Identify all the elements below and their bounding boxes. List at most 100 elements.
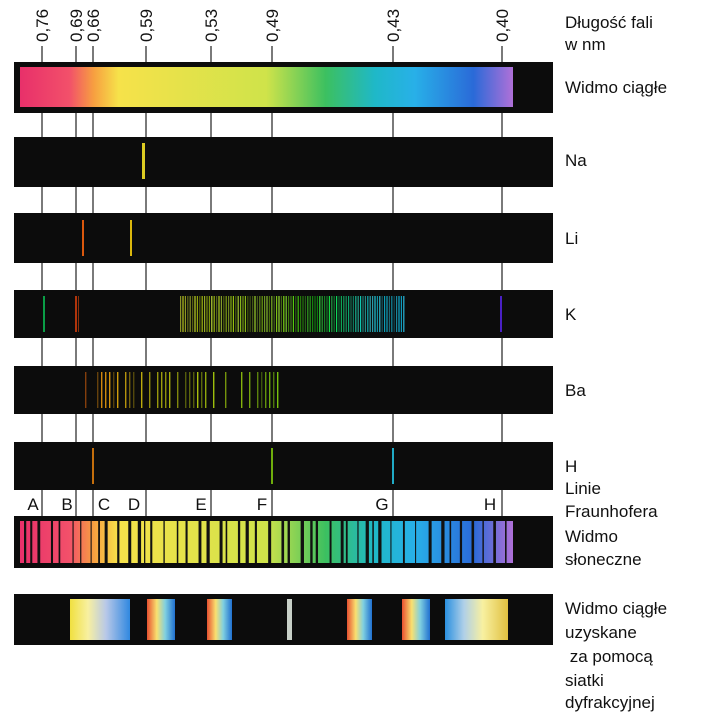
absorption-line xyxy=(163,521,165,563)
absorption-line xyxy=(50,521,54,563)
spectral-line xyxy=(362,296,364,332)
spectral-line xyxy=(92,448,94,484)
spectral-line xyxy=(277,372,279,408)
diffraction-order xyxy=(287,599,292,640)
spectral-line xyxy=(204,296,206,332)
spectral-line xyxy=(220,296,222,332)
spectral-line xyxy=(350,296,352,332)
absorption-line xyxy=(415,521,417,563)
spectral-line xyxy=(376,296,378,332)
spectral-line xyxy=(290,296,292,332)
spectral-line xyxy=(196,296,198,332)
spectral-line xyxy=(324,296,326,332)
spectral-line xyxy=(321,296,323,332)
absorption-line xyxy=(390,521,392,563)
spectral-line xyxy=(374,296,376,332)
spectral-line xyxy=(187,296,189,332)
absorption-line xyxy=(441,521,445,563)
wavelength-label: 0,59 xyxy=(137,9,156,42)
spectral-line xyxy=(381,296,383,332)
spectral-line xyxy=(206,296,208,332)
absorption-line xyxy=(117,521,120,563)
absorption-line xyxy=(310,521,313,563)
spectral-line xyxy=(304,296,306,332)
absorption-line xyxy=(345,521,348,563)
absorption-line xyxy=(281,521,285,563)
spectral-line xyxy=(393,296,395,332)
spectral-line xyxy=(141,372,143,408)
wavelength-label: 0,69 xyxy=(67,9,86,42)
spectral-line xyxy=(372,296,374,332)
solar-spectrum xyxy=(20,521,513,563)
spectral-line xyxy=(213,296,215,332)
spectral-line xyxy=(129,372,131,408)
wavelength-label: 0,53 xyxy=(202,9,221,42)
absorption-line xyxy=(128,521,132,563)
spectral-line xyxy=(271,448,273,484)
spectral-line xyxy=(500,296,502,332)
fraunhofer-letter: F xyxy=(257,495,267,514)
absorption-line xyxy=(225,521,228,563)
spectral-line xyxy=(249,296,251,332)
spectral-line xyxy=(165,372,167,408)
spectral-line xyxy=(205,372,207,408)
wavelength-label: 0,49 xyxy=(263,9,282,42)
spectral-line xyxy=(225,296,227,332)
spectral-line xyxy=(177,372,179,408)
spectral-line xyxy=(312,296,314,332)
absorption-line xyxy=(449,521,452,563)
spectral-line xyxy=(254,296,256,332)
spectral-line xyxy=(130,220,132,256)
diffraction-order xyxy=(147,599,175,640)
spectral-line xyxy=(326,296,328,332)
absorption-line xyxy=(30,521,33,563)
fraunhofer-title: Fraunhofera xyxy=(565,502,658,521)
absorption-line xyxy=(198,521,202,563)
absorption-line xyxy=(482,521,484,563)
spectral-line xyxy=(268,296,270,332)
bands xyxy=(14,62,553,645)
spectral-line xyxy=(340,296,342,332)
spectral-line xyxy=(388,296,390,332)
spectral-line xyxy=(336,296,338,332)
spectral-line xyxy=(261,296,263,332)
spectral-line xyxy=(259,296,261,332)
wavelength-label: 0,66 xyxy=(84,9,103,42)
diffraction-order xyxy=(70,599,130,640)
fraunhofer-letter: A xyxy=(27,495,39,514)
spectrum-band xyxy=(14,366,553,414)
absorption-line xyxy=(37,521,41,563)
spectrum-label: Widmo ciągłe xyxy=(565,78,667,97)
absorption-line xyxy=(206,521,210,563)
absorption-line xyxy=(58,521,61,563)
spectral-line xyxy=(180,296,182,332)
absorption-line xyxy=(104,521,108,563)
spectral-line xyxy=(257,372,259,408)
spectral-line xyxy=(208,296,210,332)
spectral-line xyxy=(314,296,316,332)
spectral-line xyxy=(241,372,243,408)
diffraction-order xyxy=(207,599,232,640)
absorption-line xyxy=(90,521,92,563)
spectral-line xyxy=(319,296,321,332)
spectral-line xyxy=(169,372,171,408)
spectral-line xyxy=(225,372,227,408)
spectral-line xyxy=(105,372,107,408)
diffraction-order xyxy=(347,599,372,640)
spectral-line xyxy=(142,143,145,179)
spectral-line xyxy=(328,296,330,332)
solar-label: Widmo xyxy=(565,527,618,546)
fraunhofer-letter: E xyxy=(195,495,206,514)
spectrum-label: Li xyxy=(565,229,578,248)
spectral-line xyxy=(369,296,371,332)
spectral-line xyxy=(265,372,267,408)
spectral-line xyxy=(189,372,191,408)
diffraction-order xyxy=(445,599,508,640)
spectral-line xyxy=(85,372,87,408)
spectral-line xyxy=(252,296,254,332)
absorption-line xyxy=(137,521,142,563)
spectral-line xyxy=(182,296,184,332)
spectrum-label: Na xyxy=(565,151,587,170)
absorption-line xyxy=(237,521,241,563)
